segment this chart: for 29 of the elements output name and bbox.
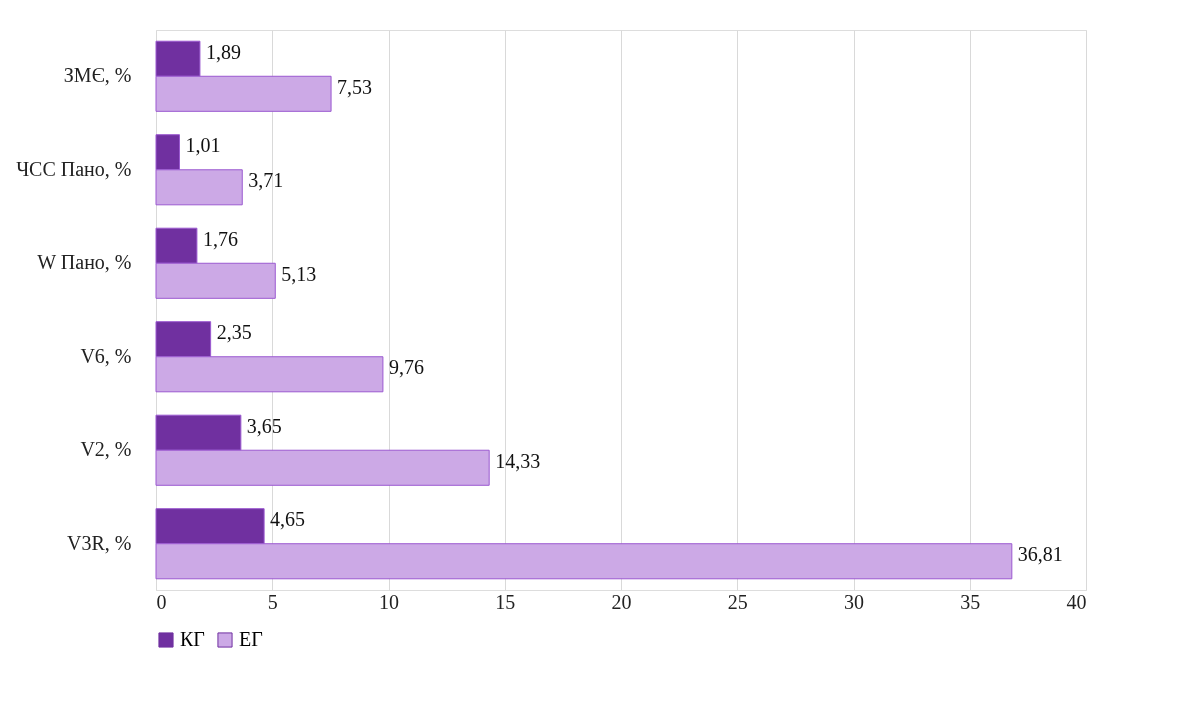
data-label: 7,53 [337, 75, 373, 98]
x-tick-label: 10 [379, 590, 399, 613]
y-tick-label: V6, % [80, 344, 132, 367]
x-tick-label: 40 [1066, 590, 1087, 613]
data-label: 3,65 [246, 414, 282, 437]
x-tick-label: 0 [156, 590, 167, 613]
x-tick-label: 5 [267, 590, 278, 613]
y-tick-label: ЗМЄ, % [63, 64, 132, 87]
x-tick-label: 20 [611, 590, 632, 613]
x-tick-label: 30 [844, 590, 864, 613]
x-tick-label: 15 [495, 590, 516, 613]
x-tick-label: 35 [960, 590, 981, 613]
data-label: 36,81 [1017, 543, 1063, 566]
data-label: 14,33 [495, 449, 541, 472]
y-tick-label: W Пано, % [37, 251, 132, 274]
data-label: 1,76 [202, 227, 238, 250]
data-label: 5,13 [281, 262, 317, 285]
data-label: 4,65 [270, 508, 306, 531]
y-tick-label: V3R, % [67, 531, 132, 554]
data-label: 2,35 [216, 321, 252, 344]
legend-label: КГ [180, 628, 205, 650]
y-tick-label: V2, % [80, 438, 132, 461]
data-label: 3,71 [248, 169, 284, 192]
data-label: 1,89 [205, 40, 241, 63]
data-label: 1,01 [185, 134, 221, 157]
x-tick-label: 25 [727, 590, 748, 613]
y-tick-label: ЧСС Пано, % [16, 157, 132, 180]
legend-label: ЕГ [239, 628, 263, 650]
data-label: 9,76 [388, 356, 424, 379]
